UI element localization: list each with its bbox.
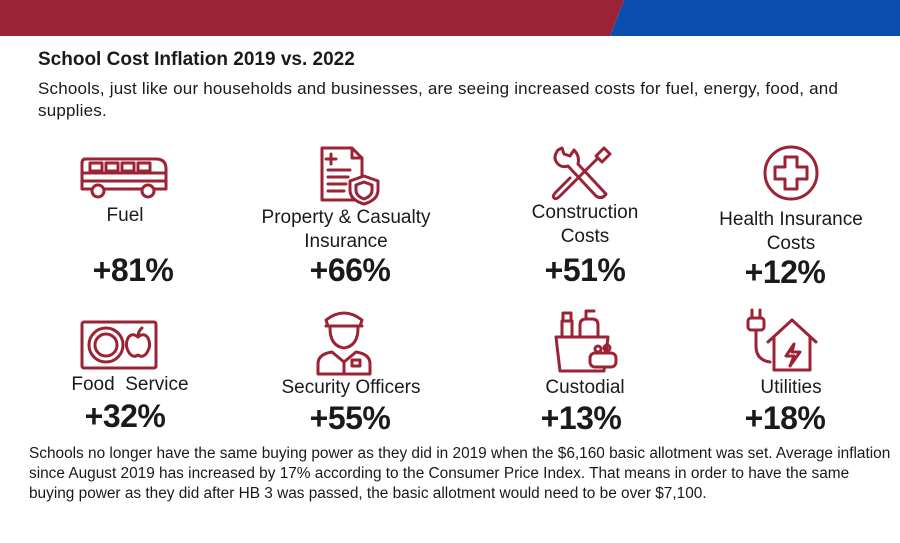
document-shield-icon — [320, 146, 380, 206]
house-plug-icon — [746, 308, 818, 372]
intro-text: Schools, just like our households and bu… — [38, 79, 839, 120]
item-value: +12% — [744, 254, 826, 290]
footer-text: Schools no longer have the same buying p… — [29, 445, 891, 502]
page-title: School Cost Inflation 2019 vs. 2022 — [38, 49, 355, 70]
item-value: +18% — [744, 400, 826, 436]
item-label: Utilities — [760, 377, 822, 398]
item-value: +13% — [540, 400, 622, 436]
item-label: Property & Casualty Insurance — [261, 207, 431, 252]
item-value: +32% — [84, 398, 166, 434]
item-value: +66% — [309, 252, 391, 288]
medical-cross-icon — [763, 145, 819, 201]
item-value: +51% — [544, 252, 626, 288]
item-label: Food Service — [71, 374, 189, 395]
item-label: Security Officers — [281, 377, 421, 398]
security-officer-icon — [316, 311, 372, 376]
cleaning-supplies-icon — [554, 309, 618, 373]
header-banner — [0, 0, 900, 36]
item-value: +81% — [92, 252, 174, 288]
item-label: Custodial — [545, 377, 625, 398]
item-label: Fuel — [106, 205, 144, 226]
wrench-screwdriver-icon — [551, 146, 612, 201]
bus-icon — [80, 157, 168, 199]
item-label: Construction Costs — [531, 202, 639, 247]
plate-apple-icon — [80, 320, 158, 370]
item-label: Health Insurance Costs — [719, 209, 863, 254]
item-value: +55% — [309, 400, 391, 436]
